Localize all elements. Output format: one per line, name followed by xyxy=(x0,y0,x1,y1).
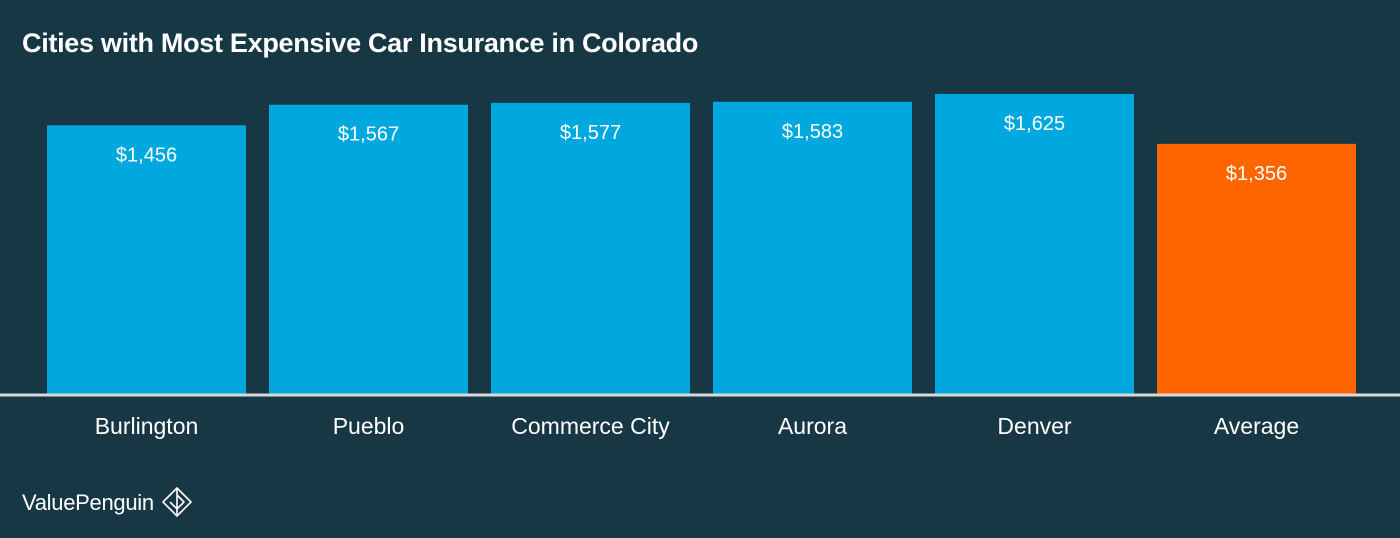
brand-name: ValuePenguin xyxy=(22,490,154,515)
value-label-burlington: $1,456 xyxy=(116,144,177,166)
bar-burlington xyxy=(47,125,246,395)
category-label-pueblo: Pueblo xyxy=(333,413,405,439)
category-label-burlington: Burlington xyxy=(95,413,199,439)
category-label-denver: Denver xyxy=(997,413,1071,439)
category-label-aurora: Aurora xyxy=(778,413,847,439)
bar-aurora xyxy=(713,101,912,395)
labels-group: $1,456 Burlington $1,567 Pueblo $1,577 Commer… xyxy=(95,113,1299,439)
bar-pueblo xyxy=(269,104,468,396)
value-label-pueblo: $1,567 xyxy=(338,124,399,146)
value-label-aurora: $1,583 xyxy=(782,121,843,143)
bar-commerce-city xyxy=(491,102,690,395)
value-label-denver: $1,625 xyxy=(1004,113,1065,135)
bar-denver xyxy=(935,94,1134,395)
category-label-average: Average xyxy=(1214,413,1299,439)
value-label-commerce-city: $1,577 xyxy=(560,122,621,144)
valuepenguin-logo-icon xyxy=(161,487,192,517)
brand: ValuePenguin xyxy=(22,486,194,520)
value-label-average: $1,356 xyxy=(1226,163,1287,185)
chart-title: Cities with Most Expensive Car Insurance… xyxy=(22,28,699,58)
bar-average xyxy=(1157,143,1356,395)
bar-chart: $1,456 Burlington $1,567 Pueblo $1,577 Commer… xyxy=(0,94,1400,439)
category-label-commerce-city: Commerce City xyxy=(511,413,670,439)
bars-group xyxy=(47,94,1356,396)
